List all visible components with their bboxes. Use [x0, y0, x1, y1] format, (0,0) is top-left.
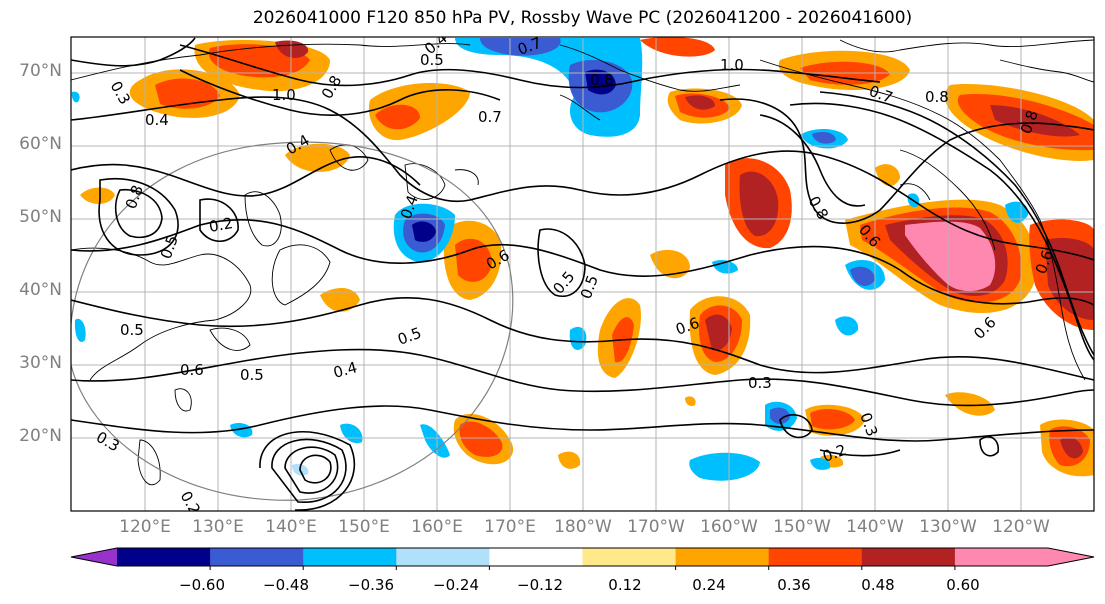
colorbar-tick-label: −0.24 [433, 576, 479, 594]
pv-contours [71, 37, 1094, 511]
coastlines [71, 39, 1094, 486]
contour-label: 0.7 [478, 108, 502, 126]
lon-label: 120°E [119, 517, 171, 537]
colorbar-tick-label: −0.60 [179, 576, 225, 594]
map-title: 2026041000 F120 850 hPa PV, Rossby Wave … [252, 8, 913, 28]
colorbar-segment [117, 548, 211, 566]
contour-label: 0.8 [590, 71, 614, 89]
negative-anomaly-shading [71, 38, 1029, 481]
colorbar-segment [675, 548, 770, 566]
lon-label: 140°W [846, 517, 904, 537]
contour-label: 0.4 [331, 358, 359, 382]
contour-label: 0.4 [145, 111, 169, 129]
great-circle-arc [71, 141, 514, 501]
colorbar-tick-label: 0.12 [608, 576, 642, 594]
positive-anomaly-shading [80, 37, 1094, 477]
colorbar-segment [582, 548, 677, 566]
lon-label: 130°W [919, 517, 977, 537]
contour-label: 0.3 [748, 374, 772, 392]
colorbar-outline [70, 547, 1095, 567]
lat-label: 20°N [19, 426, 62, 446]
lon-label: 140°E [265, 517, 317, 537]
contour-label: 0.5 [120, 321, 144, 339]
colorbar-segment [303, 548, 397, 566]
contour-label: 1.0 [720, 56, 744, 74]
colorbar-tick-label: 0.60 [946, 576, 980, 594]
colorbar-tick-label: 0.48 [861, 576, 895, 594]
lon-label: 160°W [700, 517, 758, 537]
contour-label: 0.8 [925, 88, 949, 106]
lon-label: 180°W [554, 517, 612, 537]
colorbar-segment [396, 548, 490, 566]
contour-label: 0.5 [240, 366, 264, 384]
colorbar-tick-label: −0.48 [263, 576, 309, 594]
graticule [71, 37, 1094, 511]
colorbar-extend-high [1048, 548, 1094, 566]
colorbar-tick-label: −0.36 [348, 576, 394, 594]
lat-label: 70°N [19, 61, 62, 81]
contour-label: 1.0 [272, 86, 296, 104]
colorbar [70, 547, 1095, 570]
colorbar-extend-low [71, 548, 117, 566]
colorbar-segment [489, 548, 583, 566]
lat-label: 60°N [19, 134, 62, 154]
colorbar-segment [954, 548, 1049, 566]
lat-label: 40°N [19, 280, 62, 300]
colorbar-tick-label: 0.36 [777, 576, 811, 594]
lon-label: 130°E [192, 517, 244, 537]
colorbar-tick-label: 0.24 [692, 576, 726, 594]
lon-label: 160°E [411, 517, 463, 537]
lon-label: 150°W [773, 517, 831, 537]
colorbar-tick-label: −0.12 [517, 576, 563, 594]
colorbar-segment [861, 548, 956, 566]
lat-label: 30°N [19, 353, 62, 373]
contour-label: 0.2 [208, 214, 235, 236]
lon-label: 170°E [484, 517, 536, 537]
colorbar-segment [210, 548, 304, 566]
lon-label: 150°E [338, 517, 390, 537]
lon-label: 170°W [627, 517, 685, 537]
contour-label: 0.5 [420, 51, 444, 69]
contour-label: 0.6 [180, 361, 204, 379]
colorbar-segment [768, 548, 863, 566]
map-frame [70, 36, 1095, 512]
lon-label: 120°W [992, 517, 1050, 537]
lat-label: 50°N [19, 207, 62, 227]
